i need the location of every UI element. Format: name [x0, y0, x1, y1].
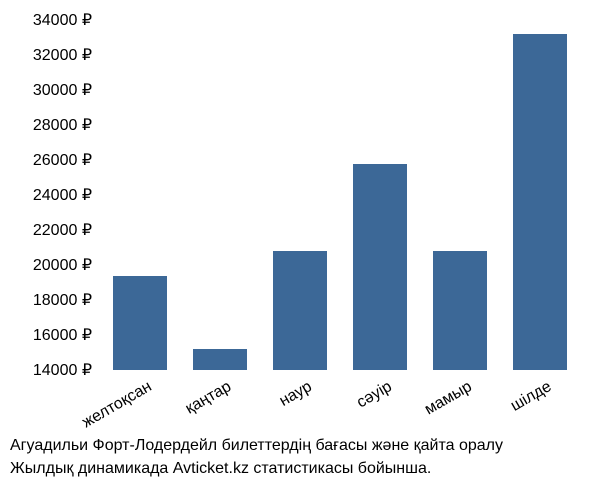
x-tick-label: желтоқсан: [79, 378, 155, 432]
y-tick-label: 24000 ₽: [33, 185, 92, 205]
x-tick-label: наур: [276, 378, 315, 411]
y-tick-label: 32000 ₽: [33, 45, 92, 65]
y-tick-label: 14000 ₽: [33, 360, 92, 380]
bar: [353, 164, 407, 371]
x-tick-label: қаңтар: [183, 378, 235, 418]
bar: [273, 251, 327, 370]
bar: [433, 251, 487, 370]
y-tick-label: 30000 ₽: [33, 80, 92, 100]
x-tick-label: мамыр: [422, 378, 475, 419]
y-tick-label: 28000 ₽: [33, 115, 92, 135]
x-tick-label: шілде: [508, 378, 555, 416]
chart-container: 14000 ₽ 16000 ₽ 18000 ₽ 20000 ₽ 22000 ₽ 24000…: [0, 0, 600, 500]
caption-line-1: Агуадильи Форт-Лодердейл билеттердің бағ…: [10, 435, 590, 457]
bar: [513, 34, 567, 370]
bar: [193, 349, 247, 370]
y-tick-label: 16000 ₽: [33, 325, 92, 345]
chart-caption: Агуадильи Форт-Лодердейл билеттердің бағ…: [10, 435, 590, 480]
y-tick-label: 34000 ₽: [33, 10, 92, 30]
y-tick-label: 22000 ₽: [33, 220, 92, 240]
y-tick-label: 18000 ₽: [33, 290, 92, 310]
x-axis: желтоқсанқаңтарнаурсәуірмамыршілде: [100, 370, 580, 430]
x-tick-label: сәуір: [354, 378, 395, 412]
y-tick-label: 26000 ₽: [33, 150, 92, 170]
bar: [113, 276, 167, 371]
y-axis: 14000 ₽16000 ₽18000 ₽20000 ₽22000 ₽24000…: [0, 20, 100, 370]
plot-area: [100, 20, 580, 370]
y-tick-label: 20000 ₽: [33, 255, 92, 275]
caption-line-2: Жылдық динамикада Avticket.kz статистика…: [10, 458, 590, 480]
bars-group: [100, 20, 580, 370]
